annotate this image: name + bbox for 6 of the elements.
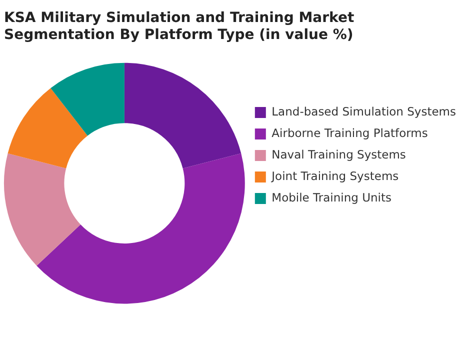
legend-label: Airborne Training Platforms: [272, 126, 428, 140]
legend-label: Joint Training Systems: [270, 168, 399, 183]
chart-title: KSA Military Simulation and Training Market Segmentation By Platform Type (in value %): [4, 10, 354, 43]
legend-label: Naval Training Systems: [272, 147, 406, 162]
legend-label: Mobile Training Units: [272, 190, 392, 204]
legend-label: Land-based Simulation Systems: [272, 104, 456, 118]
